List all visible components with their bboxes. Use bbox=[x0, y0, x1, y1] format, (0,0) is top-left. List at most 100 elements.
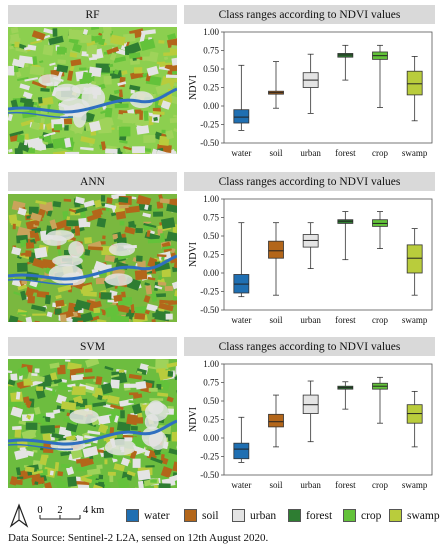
x-tick-label: urban bbox=[300, 315, 321, 325]
map-image bbox=[8, 27, 177, 154]
legend-label: swamp bbox=[407, 509, 440, 522]
y-tick-label: -0.25 bbox=[200, 452, 219, 462]
x-tick-label: swamp bbox=[402, 315, 428, 325]
y-tick-label: 0.50 bbox=[203, 231, 219, 241]
boxplot-rf: 1.00 0.75 0.50 0.25 0.00 -0.25 -0.50 NDVI water s… bbox=[184, 27, 435, 163]
box-swamp bbox=[406, 390, 423, 448]
chart-title-ann: Class ranges according to NDVI values bbox=[184, 172, 435, 191]
x-tick-label: crop bbox=[372, 148, 388, 158]
x-tick-label: forest bbox=[335, 315, 356, 325]
river bbox=[8, 87, 177, 114]
box-iqr bbox=[233, 442, 250, 460]
box-iqr bbox=[268, 240, 284, 259]
chart-title-svm: Class ranges according to NDVI values bbox=[184, 337, 435, 356]
data-source-note: Data Source: Sentinel-2 L2A, sensed on 1… bbox=[8, 532, 269, 544]
y-axis-label: NDVI bbox=[188, 75, 199, 100]
x-tick-label: urban bbox=[300, 480, 321, 490]
y-tick-label: 1.00 bbox=[203, 194, 219, 204]
legend-label: soil bbox=[202, 509, 219, 522]
box-iqr bbox=[406, 70, 423, 96]
box-crop bbox=[372, 211, 388, 249]
legend-item-urban: urban bbox=[232, 509, 276, 522]
legend-label: water bbox=[144, 509, 170, 522]
box-forest bbox=[337, 211, 354, 261]
x-tick-label: water bbox=[231, 148, 251, 158]
x-tick-label: water bbox=[231, 480, 251, 490]
y-tick-label: 0.75 bbox=[203, 378, 219, 388]
box-soil bbox=[268, 222, 284, 296]
legend-swatch bbox=[126, 509, 139, 522]
x-tick-label: soil bbox=[269, 315, 283, 325]
scale-bar: 0 2 4 km bbox=[9, 503, 104, 528]
legend-item-forest: forest bbox=[288, 509, 332, 522]
legend-item-water: water bbox=[126, 509, 170, 522]
y-tick-label: -0.25 bbox=[200, 120, 219, 130]
legend-item-swamp: swamp bbox=[389, 509, 440, 522]
legend-item-soil: soil bbox=[184, 509, 219, 522]
y-tick-label: 0.25 bbox=[203, 250, 219, 260]
classification-map-svm bbox=[8, 359, 177, 488]
scale-tick-label: 2 bbox=[57, 505, 62, 516]
y-tick-label: 0.00 bbox=[203, 268, 219, 278]
scale-tick-label: 0 bbox=[37, 505, 42, 516]
x-tick-label: crop bbox=[372, 480, 388, 490]
boxplot-svg: 1.00 0.75 0.50 0.25 0.00 -0.25 -0.50 NDVI water s… bbox=[188, 27, 433, 158]
box-crop bbox=[372, 376, 388, 424]
river bbox=[8, 419, 177, 446]
legend-swatch bbox=[343, 509, 356, 522]
y-tick-label: 1.00 bbox=[203, 27, 219, 37]
x-tick-label: water bbox=[231, 315, 251, 325]
boxplot-ann: 1.00 0.75 0.50 0.25 0.00 -0.25 -0.50 NDVI water s… bbox=[184, 194, 435, 330]
legend: 0 2 4 km water soil urban forest crop sw… bbox=[8, 503, 440, 529]
map-title-rf: RF bbox=[8, 5, 177, 24]
boxplot-svg: 1.00 0.75 0.50 0.25 0.00 -0.25 -0.50 NDVI water s… bbox=[188, 194, 433, 325]
x-tick-label: swamp bbox=[402, 148, 428, 158]
river bbox=[8, 254, 177, 281]
classification-map-ann bbox=[8, 194, 177, 322]
y-tick-label: -0.50 bbox=[200, 138, 219, 148]
boxplot-svg: 1.00 0.75 0.50 0.25 0.00 -0.25 -0.50 NDVI water s… bbox=[188, 359, 433, 490]
legend-swatch bbox=[232, 509, 245, 522]
plot-frame bbox=[223, 198, 433, 311]
legend-swatch bbox=[389, 509, 402, 522]
y-tick-label: 0.25 bbox=[203, 83, 219, 93]
box-soil bbox=[268, 61, 284, 109]
y-tick-label: 0.00 bbox=[203, 101, 219, 111]
legend-label: forest bbox=[306, 509, 333, 522]
map-title-ann: ANN bbox=[8, 172, 177, 191]
y-tick-label: 0.75 bbox=[203, 213, 219, 223]
chart-title-rf: Class ranges according to NDVI values bbox=[184, 5, 435, 24]
y-tick-label: 0.50 bbox=[203, 64, 219, 74]
box-swamp bbox=[406, 228, 423, 296]
y-tick-label: 0.75 bbox=[203, 46, 219, 56]
x-tick-label: crop bbox=[372, 315, 388, 325]
map-title-svm: SVM bbox=[8, 337, 177, 356]
boxplot-svm: 1.00 0.75 0.50 0.25 0.00 -0.25 -0.50 NDVI water s… bbox=[184, 359, 435, 495]
map-image bbox=[8, 194, 177, 322]
box-water bbox=[233, 64, 250, 131]
box-soil bbox=[268, 394, 284, 448]
x-tick-label: forest bbox=[335, 148, 356, 158]
box-iqr bbox=[233, 109, 250, 124]
x-tick-label: forest bbox=[335, 480, 356, 490]
box-urban bbox=[302, 222, 319, 269]
y-tick-label: 0.25 bbox=[203, 415, 219, 425]
x-tick-label: soil bbox=[269, 480, 283, 490]
north-arrow-icon bbox=[9, 503, 29, 528]
box-forest bbox=[337, 381, 354, 410]
x-tick-label: urban bbox=[300, 148, 321, 158]
y-tick-label: -0.50 bbox=[200, 305, 219, 315]
box-iqr bbox=[268, 413, 284, 428]
y-axis-label: NDVI bbox=[188, 407, 199, 432]
plot-frame bbox=[223, 31, 433, 144]
box-water bbox=[233, 222, 250, 298]
legend-swatch bbox=[184, 509, 197, 522]
box-urban bbox=[302, 53, 319, 114]
legend-label: crop bbox=[361, 509, 382, 522]
x-tick-label: swamp bbox=[402, 480, 428, 490]
y-tick-label: 1.00 bbox=[203, 359, 219, 369]
box-water bbox=[233, 416, 250, 463]
box-iqr bbox=[406, 244, 423, 274]
y-tick-label: -0.50 bbox=[200, 470, 219, 480]
x-tick-label: soil bbox=[269, 148, 283, 158]
